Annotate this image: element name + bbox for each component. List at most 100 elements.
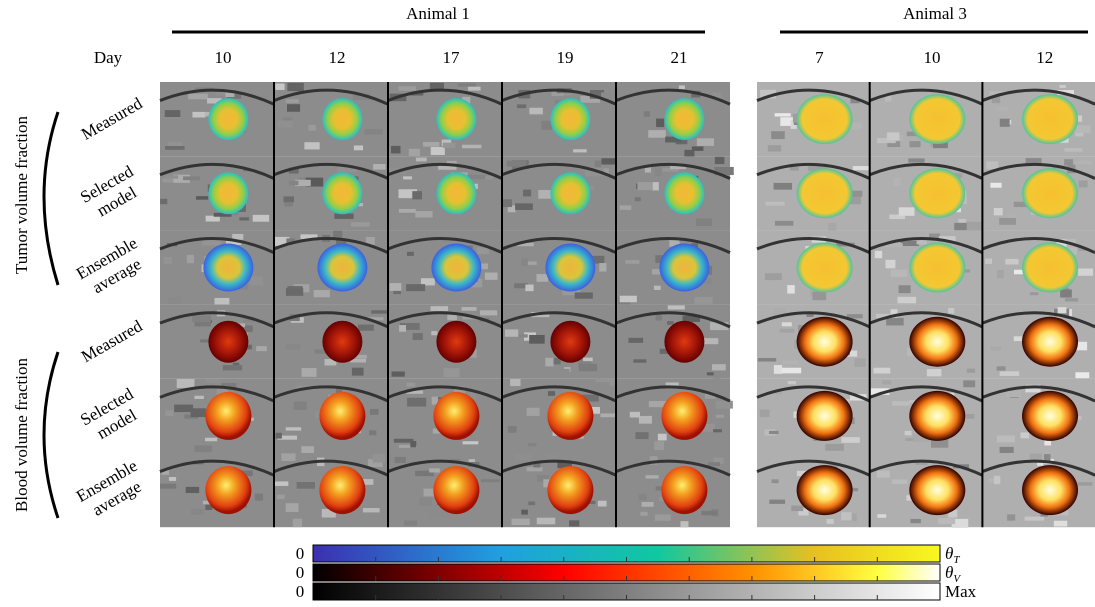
image-texture (774, 365, 782, 374)
image-texture (633, 359, 646, 362)
image-texture (892, 479, 907, 484)
image-texture (196, 196, 208, 200)
image-texture (765, 273, 782, 280)
image-texture (192, 112, 205, 118)
image-texture (714, 370, 721, 379)
tumor-overlay (550, 321, 590, 363)
image-texture (169, 477, 176, 481)
image-texture (569, 520, 579, 526)
image-texture (573, 149, 587, 152)
tumor-overlay (1022, 391, 1078, 441)
tumor-overlay (208, 172, 248, 214)
image-texture (404, 520, 417, 525)
image-texture (519, 334, 528, 337)
colorbar-symbol: θ (945, 544, 953, 563)
image-texture (994, 476, 1000, 484)
image-texture (595, 160, 601, 167)
image-texture (760, 410, 770, 417)
tumor-overlay (436, 172, 476, 214)
image-texture (620, 296, 637, 303)
tumor-overlay (909, 94, 965, 144)
colorbars: 0θT0θV0Max (296, 544, 977, 601)
image-texture (697, 138, 714, 146)
image-texture (165, 146, 185, 150)
tumor-overlay (319, 466, 365, 514)
image-texture (477, 247, 489, 254)
image-texture (938, 518, 955, 524)
day-label: 19 (557, 48, 574, 67)
row-label: Ensembleaverage (73, 456, 151, 523)
image-texture (997, 270, 1004, 278)
image-texture (1025, 517, 1045, 521)
image-texture (841, 512, 851, 520)
image-texture (769, 431, 779, 434)
image-texture (628, 338, 643, 343)
image-texture (429, 468, 440, 472)
image-texture (223, 365, 242, 370)
image-texture (635, 197, 641, 201)
image-texture (963, 380, 975, 387)
image-texture (165, 110, 181, 117)
colorbar-min: 0 (296, 544, 305, 563)
image-texture (525, 285, 533, 292)
image-texture (1075, 372, 1089, 378)
image-texture (774, 183, 793, 190)
image-texture (481, 479, 500, 482)
image-texture (680, 521, 688, 527)
image-texture (431, 147, 445, 155)
image-texture (536, 274, 548, 282)
image-texture (791, 506, 803, 511)
image-texture (1007, 514, 1015, 520)
image-texture (901, 241, 919, 246)
image-texture (967, 369, 975, 373)
image-texture (679, 85, 685, 89)
image-texture (165, 410, 173, 416)
image-texture (363, 508, 380, 512)
colorbar-symbol: Max (945, 582, 977, 601)
image-texture (1078, 269, 1093, 276)
tumor-overlay (433, 466, 479, 514)
image-texture (906, 438, 914, 441)
image-texture (403, 176, 412, 179)
image-texture (183, 176, 200, 180)
image-texture (1078, 482, 1092, 485)
tumor-overlay (208, 98, 248, 140)
image-texture (1058, 307, 1067, 313)
figure: Animal 1 Animal 3 Day Tumor volume fract… (0, 0, 1095, 607)
image-texture (407, 252, 414, 256)
image-texture (407, 398, 426, 407)
image-texture (164, 257, 173, 264)
colorbar-symbol: θ (945, 563, 953, 582)
image-texture (480, 310, 497, 315)
image-texture (515, 203, 533, 210)
image-texture (188, 94, 208, 100)
tumor-overlay (909, 168, 965, 218)
image-texture (517, 104, 526, 108)
colorbar-min: 0 (296, 563, 305, 582)
image-texture (696, 219, 712, 226)
image-texture (579, 364, 597, 371)
tumor-overlay (319, 392, 365, 440)
image-texture (575, 292, 593, 298)
image-texture (253, 215, 269, 222)
image-texture (538, 190, 552, 199)
image-texture (635, 432, 648, 439)
image-texture (644, 111, 650, 117)
image-texture (284, 203, 292, 206)
image-texture (827, 519, 834, 524)
image-texture (812, 292, 826, 300)
image-texture (309, 125, 316, 131)
tumor-overlay (550, 98, 590, 140)
tumor-overlay (550, 172, 590, 214)
image-texture (1006, 390, 1022, 397)
image-texture (351, 222, 370, 226)
row-label: Ensembleaverage (73, 233, 151, 300)
image-texture (463, 441, 479, 444)
row-label-line: Measured (78, 316, 146, 366)
tumor-overlay (547, 392, 593, 440)
image-texture (293, 519, 302, 527)
image-texture (765, 202, 784, 206)
image-texture (996, 107, 1008, 111)
day-label: Day (94, 48, 123, 67)
row-label: Selectedmodel (77, 384, 147, 447)
